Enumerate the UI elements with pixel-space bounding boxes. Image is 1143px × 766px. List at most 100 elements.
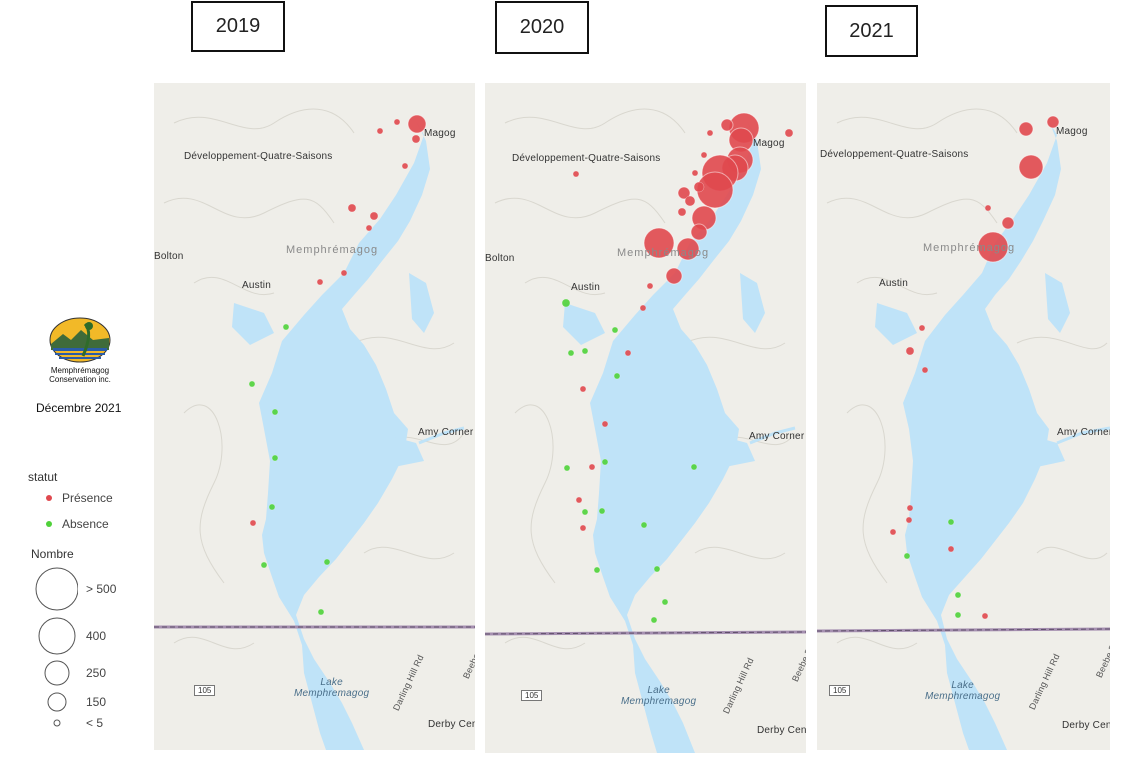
presence-point[interactable]	[588, 463, 596, 471]
presence-point[interactable]	[579, 385, 587, 393]
river	[418, 426, 465, 445]
presence-point[interactable]	[1018, 121, 1034, 137]
presence-point[interactable]	[691, 169, 699, 177]
presence-point[interactable]	[411, 134, 421, 144]
presence-point[interactable]	[1001, 216, 1015, 230]
presence-point[interactable]	[646, 282, 654, 290]
terrain-relief	[826, 108, 1108, 650]
presence-point[interactable]	[407, 114, 427, 134]
presence-point[interactable]	[693, 181, 705, 193]
presence-point[interactable]	[947, 545, 955, 553]
lake-shape	[903, 121, 1061, 750]
size-circle-5-icon	[53, 719, 61, 727]
absence-point[interactable]	[640, 521, 648, 529]
absence-point[interactable]	[581, 508, 589, 516]
presence-point[interactable]	[347, 203, 357, 213]
river	[749, 426, 796, 445]
absence-point[interactable]	[903, 552, 911, 560]
presence-point[interactable]	[572, 170, 580, 178]
absence-point[interactable]	[954, 591, 962, 599]
presence-point[interactable]	[784, 128, 794, 138]
label-memphremagog: Memphrémagog	[617, 247, 710, 259]
presence-point[interactable]	[677, 186, 691, 200]
presence-point[interactable]	[690, 223, 708, 241]
absence-point[interactable]	[268, 503, 276, 511]
size-circle-250-icon	[44, 660, 70, 686]
year-box-2021: 2021	[825, 5, 918, 57]
presence-point[interactable]	[684, 195, 696, 207]
label-derby: Derby Cen	[757, 725, 806, 736]
absence-point[interactable]	[653, 565, 661, 573]
presence-point[interactable]	[977, 231, 1009, 263]
absence-point[interactable]	[650, 616, 658, 624]
presence-point[interactable]	[316, 278, 324, 286]
absence-point[interactable]	[954, 611, 962, 619]
legend-size-5: < 5	[28, 716, 148, 730]
presence-point[interactable]	[601, 420, 609, 428]
presence-point[interactable]	[706, 129, 714, 137]
absence-point[interactable]	[248, 380, 256, 388]
absence-point[interactable]	[947, 518, 955, 526]
label-dqs: Développement-Quatre-Saisons	[512, 153, 661, 164]
absence-point[interactable]	[561, 298, 571, 308]
presence-point[interactable]	[921, 366, 929, 374]
presence-point[interactable]	[575, 496, 583, 504]
absence-point[interactable]	[317, 608, 325, 616]
absence-point[interactable]	[260, 561, 268, 569]
presence-point[interactable]	[981, 612, 989, 620]
absence-point[interactable]	[563, 464, 571, 472]
absence-point[interactable]	[613, 372, 621, 380]
presence-point[interactable]	[905, 516, 913, 524]
absence-point[interactable]	[581, 347, 589, 355]
presence-point[interactable]	[1046, 115, 1060, 129]
absence-point[interactable]	[323, 558, 331, 566]
absence-point[interactable]	[690, 463, 698, 471]
absence-point[interactable]	[271, 408, 279, 416]
legend-size-150: 150	[28, 691, 148, 713]
presence-point[interactable]	[639, 304, 647, 312]
presence-point[interactable]	[889, 528, 897, 536]
presence-point[interactable]	[643, 227, 675, 259]
absence-point[interactable]	[282, 323, 290, 331]
presence-point[interactable]	[905, 346, 915, 356]
absence-point[interactable]	[611, 326, 619, 334]
absence-point[interactable]	[661, 598, 669, 606]
map-panel-2020[interactable]: Magog Développement-Quatre-Saisons Memph…	[485, 83, 806, 753]
label-magog: Magog	[1056, 126, 1088, 137]
presence-point[interactable]	[906, 504, 914, 512]
legend-size-label: < 5	[86, 716, 104, 730]
presence-point[interactable]	[1018, 154, 1044, 180]
presence-point[interactable]	[579, 524, 587, 532]
legend-size-label: 150	[86, 695, 107, 709]
presence-point[interactable]	[401, 162, 409, 170]
map-panel-2021[interactable]: Magog Développement-Quatre-Saisons Memph…	[817, 83, 1110, 750]
logo-text: Memphrémagog Conservation inc.	[49, 366, 111, 384]
presence-point[interactable]	[700, 151, 708, 159]
presence-point[interactable]	[984, 204, 992, 212]
absence-point[interactable]	[598, 507, 606, 515]
presence-point[interactable]	[624, 349, 632, 357]
presence-point[interactable]	[677, 207, 687, 217]
presence-point[interactable]	[249, 519, 257, 527]
map-panel-2019[interactable]: Magog Développement-Quatre-Saisons Memph…	[154, 83, 475, 750]
label-amy-corner: Amy Corner	[749, 431, 805, 442]
absence-point[interactable]	[593, 566, 601, 574]
route-shield-105: 105	[521, 690, 543, 701]
presence-point[interactable]	[369, 211, 379, 221]
presence-point[interactable]	[393, 118, 401, 126]
absence-point[interactable]	[601, 458, 609, 466]
map-2021	[817, 108, 1110, 750]
presence-point[interactable]	[720, 118, 734, 132]
legend-absence: Absence	[42, 517, 148, 531]
legend-presence: Présence	[42, 491, 148, 505]
presence-point[interactable]	[376, 127, 384, 135]
presence-point[interactable]	[365, 224, 373, 232]
presence-point[interactable]	[918, 324, 926, 332]
presence-point[interactable]	[340, 269, 348, 277]
presence-point[interactable]	[665, 267, 683, 285]
presence-point[interactable]	[676, 237, 700, 261]
river	[1056, 426, 1110, 445]
lake-shape	[259, 121, 430, 750]
absence-point[interactable]	[271, 454, 279, 462]
absence-point[interactable]	[567, 349, 575, 357]
